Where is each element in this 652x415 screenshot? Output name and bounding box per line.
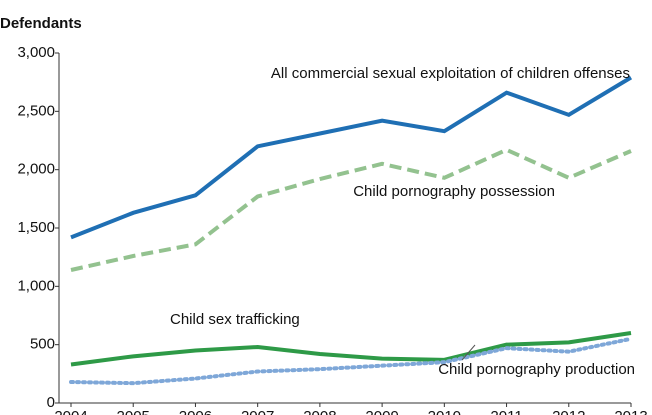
series-line: [70, 75, 633, 240]
label-leader: [461, 344, 476, 361]
x-tick-label: 2005: [117, 408, 150, 415]
series-line: [69, 336, 633, 386]
series-label: Child pornography production: [438, 361, 635, 378]
x-tick-label: 2013: [614, 408, 647, 415]
y-tick-label: 3,000: [17, 44, 55, 61]
y-tick-label: 1,500: [17, 219, 55, 236]
x-tick-label: 2007: [241, 408, 274, 415]
y-tick-label: 2,000: [17, 161, 55, 178]
series-label: Child sex trafficking: [170, 311, 300, 328]
series-label: All commercial sexual exploitation of ch…: [271, 65, 630, 82]
x-tick-label: 2009: [365, 408, 398, 415]
series-line: [70, 331, 632, 367]
y-axis-label: Defendants: [0, 15, 82, 32]
series-label: Child pornography possession: [353, 183, 555, 200]
y-tick-label: 1,000: [17, 277, 55, 294]
x-tick-label: 2012: [552, 408, 585, 415]
y-tick-label: 2,500: [17, 102, 55, 119]
x-tick-label: 2008: [303, 408, 336, 415]
y-tick-label: 0: [47, 394, 55, 411]
x-tick-label: 2010: [428, 408, 461, 415]
x-tick-label: 2011: [490, 408, 522, 415]
x-tick-label: 2006: [179, 408, 212, 415]
y-tick-label: 500: [30, 336, 55, 353]
x-tick-label: 2004: [54, 408, 87, 415]
series-line: [70, 147, 632, 272]
